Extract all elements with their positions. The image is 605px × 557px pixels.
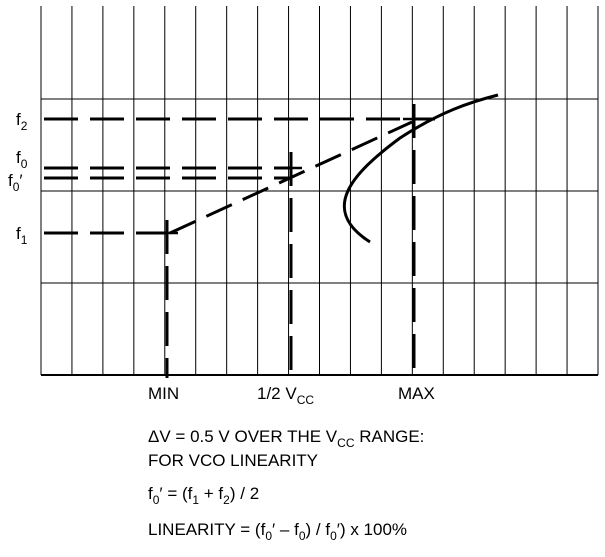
f0-prime-label: f0′ [8,171,23,194]
vco-linearity-note: FOR VCO LINEARITY [148,451,318,470]
linearity-formula: LINEARITY = (f0′ – f0) / f0′) x 100% [148,520,407,543]
vco-linear-dashed-line [169,120,413,235]
vco-characteristic-curve [342,93,499,244]
grid [41,6,599,375]
f2-label: f2 [16,110,28,133]
f0-label: f0 [16,148,28,171]
half-vcc-label: 1/2 VCC [257,384,314,407]
min-label: MIN [148,384,179,403]
f0-prime-formula: f0′ = (f1 + f2) / 2 [148,484,259,507]
max-label: MAX [398,384,435,403]
delta-v-note: ΔV = 0.5 V OVER THE VCC RANGE: [148,427,424,450]
f1-label: f1 [16,224,28,247]
